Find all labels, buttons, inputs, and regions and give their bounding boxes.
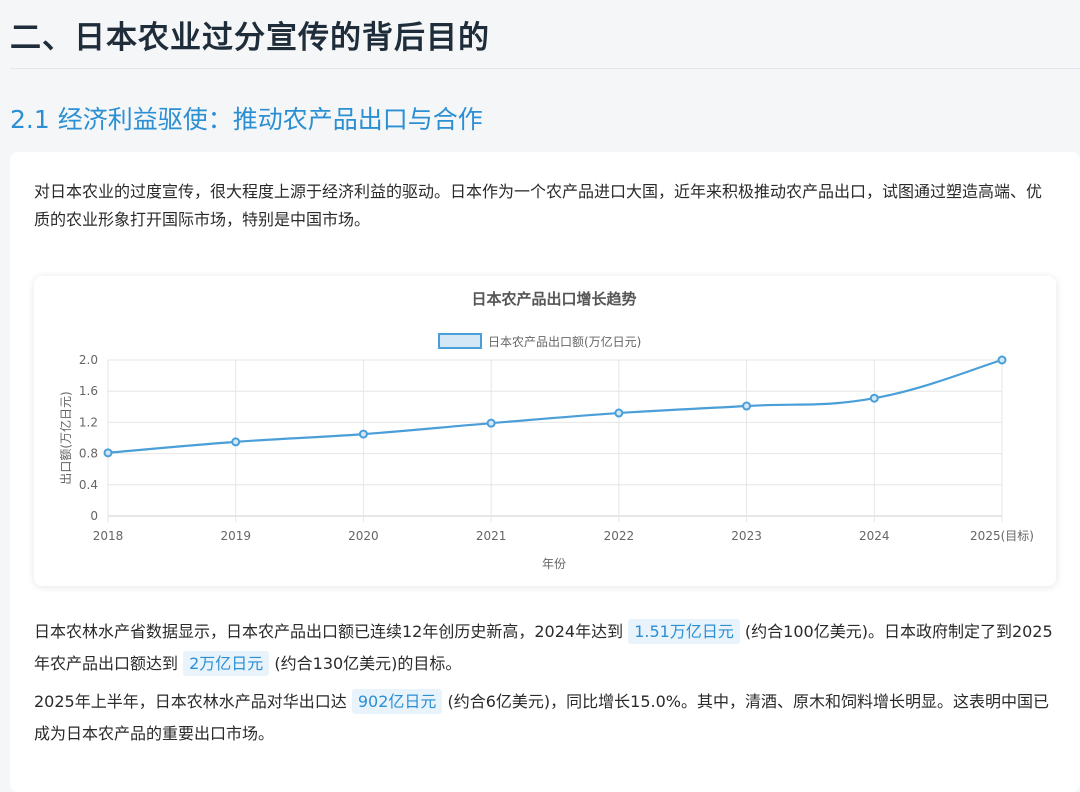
series-line xyxy=(107,358,1003,454)
chart-canvas: 日本农产品出口增长趋势 日本农产品出口额(万亿日元) 0 0.4 0.8 1.2 1.6… xyxy=(58,290,1034,571)
title-divider xyxy=(10,68,1080,69)
intro-paragraph: 对日本农业的过度宣传，很大程度上源于经济利益的驱动。日本作为一个农产品进口大国，… xyxy=(34,182,1043,229)
chart-title: 日本农产品出口增长趋势 xyxy=(471,290,636,308)
para2-text-3: (约合130亿美元)的目标。 xyxy=(274,654,462,673)
highlight-2025-target: 2万亿日元 xyxy=(183,651,270,676)
data-points xyxy=(103,355,1007,458)
x-tick-label: 2023 xyxy=(731,529,762,543)
x-axis-label: 年份 xyxy=(542,557,566,571)
y-tick-label: 0 xyxy=(90,509,98,523)
x-tick-label: 2022 xyxy=(604,529,635,543)
content-card: 对日本农业的过度宣传，很大程度上源于经济利益的驱动。日本作为一个农产品进口大国，… xyxy=(10,152,1080,792)
data-point[interactable] xyxy=(614,408,624,418)
para2-text-1: 日本农林水产省数据显示，日本农产品出口额已连续12年创历史新高，2024年达到 xyxy=(34,622,624,641)
legend-swatch xyxy=(438,333,482,349)
highlight-china-export: 902亿日元 xyxy=(351,689,443,714)
x-tick-label: 2024 xyxy=(859,529,890,543)
section-title: 2.1 经济利益驱使：推动农产品出口与合作 xyxy=(10,105,483,134)
y-tick-label: 2.0 xyxy=(79,353,98,367)
data-point[interactable] xyxy=(997,355,1007,365)
x-tick-label: 2020 xyxy=(348,529,379,543)
page-title: 二、日本农业过分宣传的背后目的 xyxy=(10,20,490,56)
x-tick-label: 2025(目标) xyxy=(970,529,1034,543)
data-point[interactable] xyxy=(231,437,241,447)
y-tick-label: 0.4 xyxy=(79,478,98,492)
highlight-2024-export: 1.51万亿日元 xyxy=(628,619,740,644)
legend[interactable]: 日本农产品出口额(万亿日元) xyxy=(438,333,641,349)
grid-layer xyxy=(107,359,1003,522)
legend-label: 日本农产品出口额(万亿日元) xyxy=(488,334,641,349)
x-tick-labels: 2018 2019 2020 2021 2022 2023 2024 2025(目标) xyxy=(93,529,1034,543)
x-tick-label: 2018 xyxy=(93,529,124,543)
para3-text-1: 2025年上半年，日本农林水产品对华出口达 xyxy=(34,692,347,711)
data-point[interactable] xyxy=(742,401,752,411)
y-tick-label: 1.2 xyxy=(79,415,98,429)
y-tick-label: 1.6 xyxy=(79,384,98,398)
china-export-paragraph: 2025年上半年，日本农林水产品对华出口达 902亿日元 (约合6亿美元)，同比… xyxy=(34,686,1064,750)
export-record-paragraph: 日本农林水产省数据显示，日本农产品出口额已连续12年创历史新高，2024年达到 … xyxy=(34,616,1064,680)
data-point[interactable] xyxy=(869,393,879,403)
para3-text-2: (约合6亿美元)，同比增长15.0%。其中，清酒、原木和饲料增长明显。这表明中国… xyxy=(34,692,1049,743)
data-point[interactable] xyxy=(358,429,368,439)
y-axis-label: 出口额(万亿日元) xyxy=(58,391,73,484)
y-tick-label: 0.8 xyxy=(79,447,98,461)
para2-text-2: (约合100亿美元)。日本政府制定了到2025年农产品出口额达到 xyxy=(34,622,1053,673)
data-point[interactable] xyxy=(486,418,496,428)
export-trend-chart: 日本农产品出口增长趋势 日本农产品出口额(万亿日元) 0 0.4 0.8 1.2 1.6… xyxy=(34,276,1056,586)
data-point[interactable] xyxy=(103,448,113,458)
x-tick-label: 2021 xyxy=(476,529,507,543)
x-tick-label: 2019 xyxy=(220,529,251,543)
y-tick-labels: 0 0.4 0.8 1.2 1.6 2.0 xyxy=(79,353,98,523)
